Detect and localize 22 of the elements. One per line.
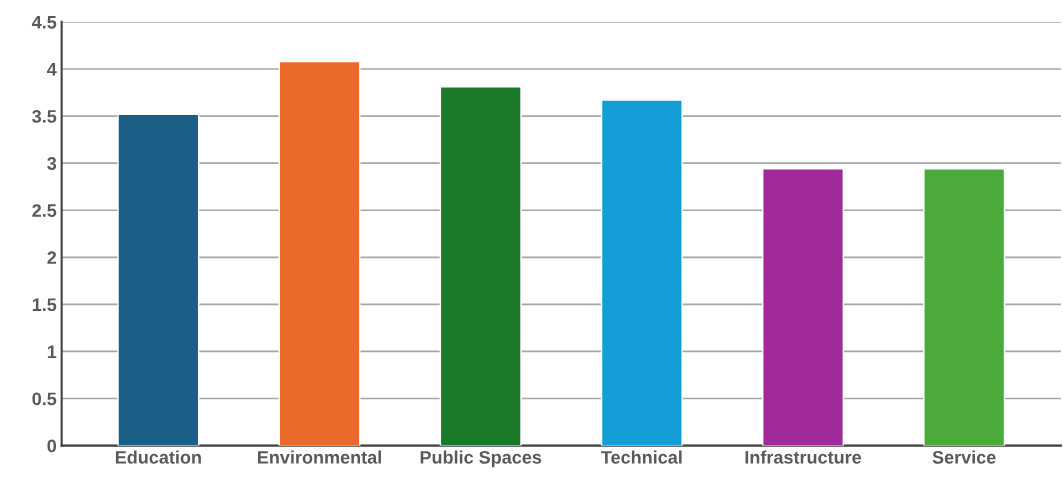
y-tick-label: 3 [47, 157, 57, 170]
x-tick-label: Technical [601, 450, 682, 464]
y-tick-label: 2.5 [32, 204, 57, 217]
x-tick-label: Environmental [258, 450, 381, 464]
y-tick-label: 3.5 [32, 110, 57, 123]
x-tick-label: Service [932, 450, 996, 464]
bar [278, 60, 361, 446]
y-tick-label: 2 [47, 251, 57, 264]
bar [762, 168, 844, 446]
y-tick-label: 4.5 [31, 16, 57, 29]
bar [439, 86, 522, 446]
y-tick-label: 1.5 [32, 298, 57, 312]
bar [600, 99, 683, 446]
bar [923, 168, 1006, 446]
y-tick-label: 0 [47, 439, 57, 453]
x-tick-label: Public Spaces [420, 450, 542, 468]
y-tick-label: 1 [47, 345, 57, 358]
x-tick-label: Infrastructure [745, 450, 862, 464]
x-tick-label: Education [115, 450, 201, 464]
y-tick-label: 0.5 [32, 392, 57, 406]
bar [117, 113, 200, 446]
y-tick-label: 4 [47, 63, 57, 76]
